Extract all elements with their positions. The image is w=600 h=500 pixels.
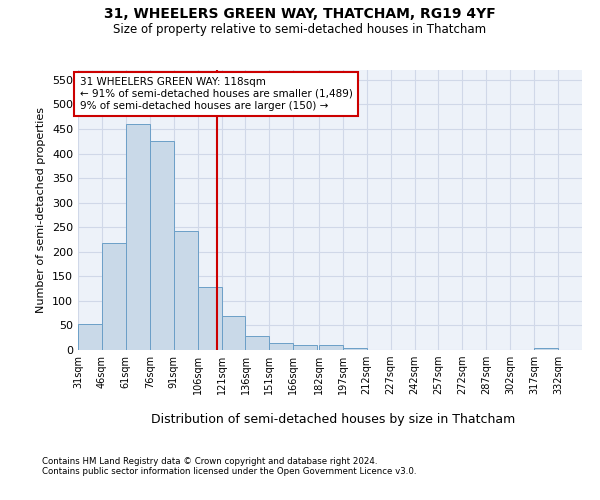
Bar — [293, 345, 317, 350]
Bar — [126, 124, 150, 350]
Bar — [343, 348, 367, 350]
Bar — [173, 231, 197, 350]
Text: 31, WHEELERS GREEN WAY, THATCHAM, RG19 4YF: 31, WHEELERS GREEN WAY, THATCHAM, RG19 4… — [104, 8, 496, 22]
Bar — [221, 316, 245, 350]
Bar — [245, 336, 269, 350]
Bar — [269, 342, 293, 350]
Bar — [197, 287, 221, 350]
Text: Size of property relative to semi-detached houses in Thatcham: Size of property relative to semi-detach… — [113, 22, 487, 36]
Bar — [102, 243, 126, 350]
Bar — [150, 141, 173, 350]
Text: 31 WHEELERS GREEN WAY: 118sqm
← 91% of semi-detached houses are smaller (1,489)
: 31 WHEELERS GREEN WAY: 118sqm ← 91% of s… — [80, 78, 352, 110]
Bar — [534, 348, 558, 350]
Bar — [78, 324, 102, 350]
Bar — [319, 345, 343, 350]
Text: Distribution of semi-detached houses by size in Thatcham: Distribution of semi-detached houses by … — [151, 412, 515, 426]
Y-axis label: Number of semi-detached properties: Number of semi-detached properties — [37, 107, 46, 313]
Text: Contains HM Land Registry data © Crown copyright and database right 2024.: Contains HM Land Registry data © Crown c… — [42, 458, 377, 466]
Text: Contains public sector information licensed under the Open Government Licence v3: Contains public sector information licen… — [42, 468, 416, 476]
